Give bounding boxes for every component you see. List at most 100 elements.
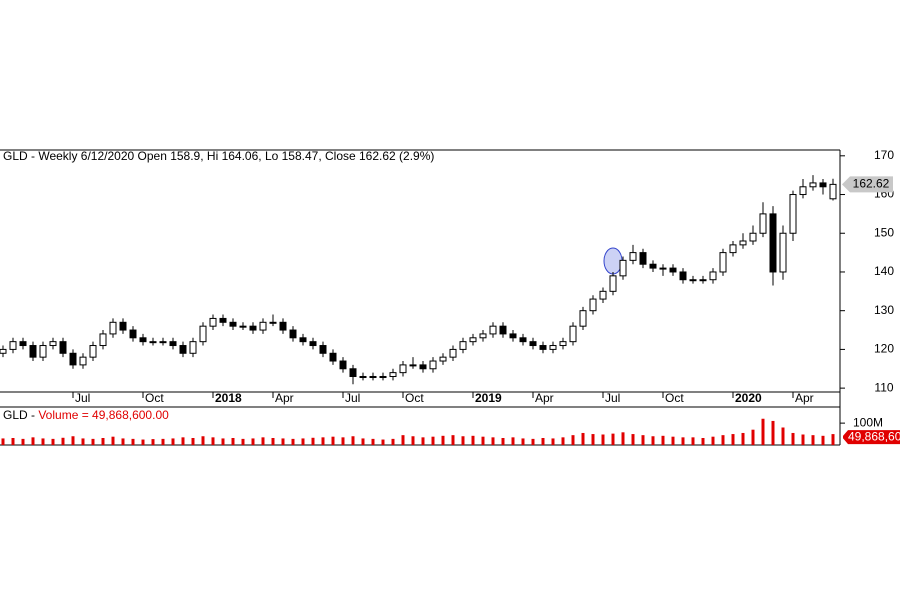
volume-bar [191,438,195,445]
volume-bar [751,429,755,445]
candle-body [509,333,517,339]
candle-body [339,360,347,370]
candle-body [99,333,107,347]
candle-body [479,333,487,339]
candle-body [719,252,727,273]
candle-body [819,182,827,188]
volume-bar [391,438,395,445]
candle-body [229,321,237,327]
candle-body [369,376,377,379]
candle-body [89,345,97,358]
candle-body [119,321,127,331]
volume-bar [541,438,545,445]
volume-bar [291,438,295,445]
y-tick-label: 150 [874,225,894,239]
candle-body [129,329,137,339]
candle-body [659,267,667,270]
x-tick-label: Jul [75,391,90,405]
candle-body [159,341,167,344]
x-tick-label: 2019 [475,391,502,405]
candle-body [169,341,177,347]
x-tick-label: Jul [605,391,620,405]
candle-body [49,341,57,347]
candle-body [829,183,837,200]
volume-bar [381,439,385,445]
candle-body [359,376,367,379]
candle-body [249,325,257,331]
volume-bar [721,435,725,445]
volume-bar [771,420,775,445]
volume-bar [491,437,495,445]
y2-tick-label: 100M [853,415,883,429]
candle-body [609,275,617,292]
volume-bar [281,438,285,445]
candle-body [19,341,27,347]
candle-body [109,321,117,335]
volume-bar [71,436,75,445]
volume-bar [351,436,355,445]
volume-title-text: Volume = 49,868,600.00 [38,408,169,422]
candle-body [329,352,337,362]
last-price-label: 162.62 [853,177,890,191]
candle-body [529,341,537,347]
volume-bar [731,434,735,445]
volume-bar [741,432,745,445]
volume-bar [701,438,705,445]
candle-body [669,267,677,273]
volume-bar [571,435,575,445]
chart-title: GLD - Weekly 6/12/2020 Open 158.9, Hi 16… [3,149,434,163]
volume-bar [461,436,465,445]
last-volume-tag-group: 49,868,600 [843,429,900,445]
candle-body [689,279,697,282]
candle-body [649,263,657,269]
candle-body [309,341,317,347]
volume-bar [631,434,635,445]
x-tick-label: Oct [665,391,684,405]
volume-bar [371,438,375,445]
candle-body [699,279,707,282]
volume-bar [61,437,65,445]
volume-bar [141,439,145,445]
candle-body [639,252,647,265]
x-tick-label: Jul [345,391,360,405]
volume-bar [821,435,825,445]
volume-bar [611,433,615,445]
volume-bar [451,435,455,445]
volume-bar [781,427,785,445]
candle-body [799,186,807,196]
candle-body [149,341,157,344]
volume-bar [511,437,515,445]
candle-body [789,194,797,234]
x-tick-label: Oct [145,391,164,405]
candle-body [469,337,477,343]
candle-body [189,341,197,354]
candle-body [29,345,37,358]
volume-bar [11,438,15,445]
volume-bar [471,435,475,445]
volume-bar [171,438,175,445]
volume-bar [401,435,405,445]
volume-bar [201,436,205,445]
volume-title-prefix: GLD - [3,408,38,422]
volume-bar [331,436,335,445]
candle-body [299,337,307,343]
candle-body [809,182,817,188]
candle-body [269,321,277,324]
last-price-tag [842,176,893,193]
candle-body [179,345,187,354]
candle-body [439,356,447,362]
candle-body [389,372,397,378]
candle-body [199,325,207,343]
volume-bar [411,436,415,445]
volume-bar [181,437,185,445]
candle-body [429,360,437,370]
y-tick-label: 170 [874,148,894,162]
volume-bar [211,437,215,445]
volume-bar [551,438,555,445]
candle-body [619,259,627,277]
candle-body [409,364,417,367]
volume-title: GLD - Volume = 49,868,600.00 [3,408,169,422]
volume-bar [671,436,675,445]
